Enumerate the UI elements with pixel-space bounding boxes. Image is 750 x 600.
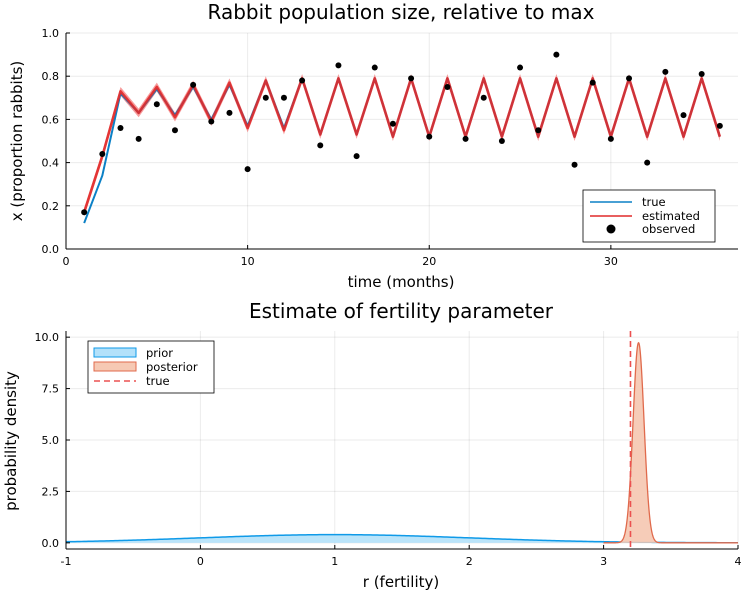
- x-tick-label: 3: [600, 555, 607, 568]
- x-tick-label: 0: [197, 555, 204, 568]
- observed-point: [281, 95, 287, 101]
- legend-observed-marker: [607, 225, 616, 234]
- x-tick-label: 0: [63, 255, 70, 268]
- y-tick-label: 0.0: [42, 537, 60, 550]
- legend-estimated-label: estimated: [642, 209, 700, 223]
- fertility-legend: prior posterior true: [88, 341, 214, 393]
- observed-point: [699, 71, 705, 77]
- observed-point: [190, 82, 196, 88]
- observed-point: [517, 65, 523, 71]
- observed-point: [390, 121, 396, 127]
- y-tick-label: 0.0: [42, 243, 60, 256]
- x-tick-label: 2: [466, 555, 473, 568]
- observed-point: [553, 52, 559, 58]
- observed-point: [372, 65, 378, 71]
- observed-point: [481, 95, 487, 101]
- observed-point: [499, 138, 505, 144]
- fertility-x-ticks: -1 0 1 2 3 4: [61, 545, 742, 568]
- x-tick-label: 4: [735, 555, 742, 568]
- legend-prior-label: prior: [146, 346, 173, 360]
- population-legend: true estimated observed: [583, 190, 715, 242]
- observed-point: [299, 78, 305, 84]
- observed-point: [263, 95, 269, 101]
- legend-observed-label: observed: [642, 222, 695, 236]
- observed-point: [426, 134, 432, 140]
- fertility-y-label: probability density: [2, 371, 20, 511]
- y-tick-label: 7.5: [42, 383, 60, 396]
- observed-point: [444, 84, 450, 90]
- y-tick-label: 0.6: [42, 113, 60, 126]
- observed-point: [463, 136, 469, 142]
- y-tick-label: 0.4: [42, 157, 60, 170]
- observed-point: [662, 69, 668, 75]
- observed-point: [354, 153, 360, 159]
- population-chart-title: Rabbit population size, relative to max: [208, 0, 595, 24]
- observed-point: [117, 125, 123, 131]
- y-tick-label: 1.0: [42, 27, 60, 40]
- posterior-density-area: [604, 343, 738, 543]
- observed-point: [626, 75, 632, 81]
- legend-prior-swatch: [94, 348, 136, 357]
- legend-true-vline-label: true: [146, 374, 170, 388]
- population-x-ticks: 0 10 20 30: [63, 245, 618, 268]
- y-tick-label: 2.5: [42, 485, 60, 498]
- y-tick-label: 0.2: [42, 200, 60, 213]
- observed-point: [154, 101, 160, 107]
- observed-point: [81, 209, 87, 215]
- observed-point: [590, 80, 596, 86]
- observed-point: [99, 151, 105, 157]
- observed-point: [317, 142, 323, 148]
- y-tick-label: 10.0: [35, 331, 60, 344]
- y-tick-label: 5.0: [42, 434, 60, 447]
- observed-point: [208, 119, 214, 125]
- observed-point: [172, 127, 178, 133]
- observed-point: [717, 123, 723, 129]
- population-chart: Rabbit population size, relative to max …: [8, 0, 738, 291]
- legend-true-label: true: [642, 195, 666, 209]
- population-x-label: time (months): [348, 273, 455, 291]
- observed-point: [608, 136, 614, 142]
- observed-point: [572, 162, 578, 168]
- posterior-density-line: [604, 343, 738, 543]
- x-tick-label: 20: [422, 255, 436, 268]
- observed-point: [245, 166, 251, 172]
- fertility-chart: Estimate of fertility parameter -1 0 1 2 3 4 …: [2, 299, 742, 591]
- fertility-x-label: r (fertility): [363, 573, 439, 591]
- y-tick-label: 0.8: [42, 70, 60, 83]
- observed-point: [335, 62, 341, 68]
- fertility-y-ticks: 0.0 2.5 5.0 7.5 10.0: [35, 331, 71, 550]
- observed-point: [681, 112, 687, 118]
- observed-point: [535, 127, 541, 133]
- legend-posterior-swatch: [94, 362, 136, 371]
- x-tick-label: 30: [604, 255, 618, 268]
- observed-point: [644, 160, 650, 166]
- fertility-chart-title: Estimate of fertility parameter: [249, 299, 554, 323]
- legend-posterior-label: posterior: [146, 360, 198, 374]
- observed-point: [408, 75, 414, 81]
- x-tick-label: 10: [241, 255, 255, 268]
- observed-point: [136, 136, 142, 142]
- population-y-label: x (proportion rabbits): [8, 61, 26, 222]
- x-tick-label: -1: [61, 555, 72, 568]
- observed-point: [226, 110, 232, 116]
- x-tick-label: 1: [331, 555, 338, 568]
